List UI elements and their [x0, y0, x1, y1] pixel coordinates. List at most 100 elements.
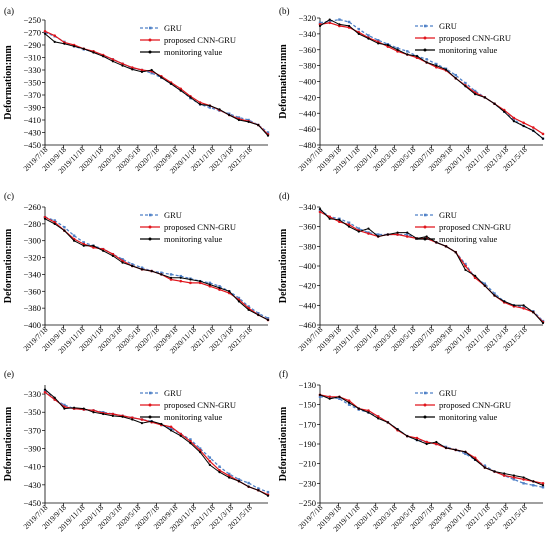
data-point — [493, 470, 496, 473]
data-point — [503, 472, 506, 475]
data-point — [367, 232, 370, 235]
data-point — [367, 227, 370, 230]
data-point — [318, 207, 322, 211]
y-tick-label: −370 — [23, 425, 41, 435]
data-point — [169, 425, 173, 429]
data-point — [464, 264, 467, 268]
data-point — [169, 278, 173, 281]
data-point — [396, 428, 399, 431]
legend-label: monitoring value — [164, 412, 223, 422]
data-point — [208, 106, 212, 109]
data-point — [444, 245, 448, 248]
data-point — [63, 226, 66, 229]
data-point — [189, 96, 192, 99]
legend-label: GRU — [439, 210, 457, 220]
data-point — [189, 439, 192, 443]
y-tick-label: −420 — [298, 92, 316, 102]
legend-label: GRU — [439, 388, 457, 398]
legend-label: monitoring value — [439, 45, 498, 55]
data-point — [512, 116, 516, 120]
y-tick-label: −400 — [298, 77, 316, 87]
y-tick-label: −450 — [23, 498, 41, 508]
data-point — [208, 104, 211, 107]
y-tick-label: −440 — [298, 108, 316, 118]
data-point — [522, 124, 525, 128]
data-point — [512, 476, 516, 479]
data-point — [208, 281, 212, 285]
y-axis-title: Deformation:mm — [3, 228, 14, 303]
y-tick-label: −130 — [298, 380, 316, 390]
data-point — [227, 474, 231, 478]
data-point — [318, 21, 322, 24]
legend-marker — [423, 36, 427, 40]
data-point — [338, 220, 341, 224]
legend-label: monitoring value — [439, 234, 498, 244]
data-point — [425, 442, 428, 446]
y-axis-title: Deformation:mm — [278, 228, 289, 303]
data-point — [111, 252, 115, 256]
data-point — [406, 231, 409, 234]
data-point — [338, 23, 341, 26]
data-point — [425, 58, 428, 61]
data-point — [415, 436, 419, 440]
data-point — [347, 399, 351, 403]
data-point — [405, 235, 409, 238]
panel-label: (b) — [279, 6, 290, 16]
data-point — [464, 450, 467, 453]
data-point — [318, 393, 322, 396]
data-point — [169, 82, 173, 85]
data-point — [53, 396, 56, 399]
y-tick-label: −150 — [298, 400, 316, 410]
y-tick-label: −270 — [23, 28, 41, 38]
data-point — [92, 409, 95, 412]
y-tick-label: −320 — [298, 13, 316, 23]
data-point — [150, 269, 153, 273]
data-point — [503, 300, 506, 303]
series-line-gru — [44, 216, 269, 319]
data-point — [179, 87, 183, 91]
data-point — [464, 85, 467, 88]
data-point — [318, 395, 322, 398]
data-point — [376, 233, 380, 236]
data-point — [63, 42, 66, 45]
data-point — [532, 311, 535, 314]
data-point — [493, 294, 496, 297]
data-point — [53, 40, 56, 43]
data-point — [228, 290, 231, 293]
y-tick-label: −430 — [23, 128, 41, 138]
y-tick-label: −170 — [298, 419, 316, 429]
data-point — [435, 440, 438, 444]
data-point — [328, 395, 331, 399]
y-tick-label: −360 — [298, 222, 316, 232]
panel-label: (f) — [279, 369, 288, 379]
series-line-monitoring-value — [319, 19, 544, 139]
y-tick-label: −260 — [23, 202, 41, 212]
data-point — [318, 24, 322, 28]
data-point — [338, 395, 341, 398]
data-point — [130, 66, 134, 69]
y-tick-label: −230 — [298, 478, 316, 488]
panel-label: (d) — [279, 191, 290, 201]
data-point — [338, 397, 341, 400]
data-point — [522, 482, 525, 485]
panel-label: (e) — [4, 369, 14, 379]
data-point — [63, 403, 66, 407]
legend-marker — [423, 48, 427, 52]
data-point — [247, 305, 250, 308]
data-point — [386, 43, 389, 47]
data-point — [121, 64, 124, 67]
data-point — [169, 427, 173, 430]
y-tick-label: −410 — [23, 462, 41, 472]
legend-label: proposed CNN-GRU — [164, 400, 236, 410]
data-point — [444, 68, 448, 71]
data-point — [357, 27, 360, 31]
data-point — [522, 304, 525, 307]
y-tick-label: −430 — [23, 480, 41, 490]
data-point — [454, 448, 457, 451]
data-point — [541, 484, 545, 487]
data-point — [328, 397, 331, 400]
data-point — [43, 29, 47, 33]
series-line-monitoring-value — [44, 33, 269, 136]
data-point — [257, 313, 260, 316]
